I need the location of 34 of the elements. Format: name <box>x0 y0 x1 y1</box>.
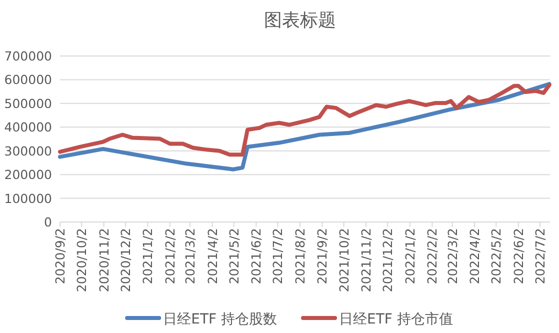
legend-label: 日经ETF 持仓股数 <box>163 312 277 328</box>
y-tick-label: 300000 <box>4 143 52 158</box>
x-tick-label: 2020/11/2 <box>96 228 112 292</box>
x-tick-label: 2022/7/2 <box>532 228 548 284</box>
x-tick-label: 2021/12/2 <box>380 228 396 292</box>
x-tick-label: 2021/8/2 <box>292 228 308 284</box>
x-tick-label: 2022/3/2 <box>444 228 460 284</box>
y-tick-label: 100000 <box>4 190 52 206</box>
x-tick-label: 2021/1/2 <box>140 228 156 284</box>
x-tick-label: 2021/11/2 <box>358 228 374 292</box>
y-tick-label: 600000 <box>4 72 52 88</box>
x-tick-label: 2021/9/2 <box>314 228 330 284</box>
x-tick-label: 2021/5/2 <box>226 228 242 284</box>
x-tick-label: 2021/3/2 <box>182 228 198 284</box>
x-tick-label: 2021/6/2 <box>248 228 264 284</box>
y-tick-label: 200000 <box>4 167 52 182</box>
y-tick-label: 700000 <box>4 48 52 64</box>
x-tick-label: 2022/2/2 <box>424 228 440 284</box>
y-tick-label: 500000 <box>4 96 52 111</box>
x-tick-label: 2022/1/2 <box>402 228 418 284</box>
x-tick-label: 2021/4/2 <box>204 228 220 284</box>
x-tick-label: 2021/7/2 <box>270 228 286 284</box>
x-tick-label: 2021/2/2 <box>162 228 178 284</box>
legend-label: 日经ETF 持仓市值 <box>339 312 453 328</box>
x-tick-label: 2020/10/2 <box>74 228 90 292</box>
x-tick-label: 2022/6/2 <box>510 228 526 284</box>
x-tick-label: 2021/10/2 <box>336 228 352 292</box>
x-tick-label: 2022/5/2 <box>488 228 504 284</box>
x-tick-label: 2022/4/2 <box>467 228 482 284</box>
y-tick-label: 400000 <box>4 120 52 135</box>
x-tick-label: 2020/12/2 <box>118 228 133 292</box>
title: 图表标题 <box>264 10 336 31</box>
y-tick-label: 0 <box>44 214 52 230</box>
x-tick-label: 2020/9/2 <box>52 228 68 284</box>
